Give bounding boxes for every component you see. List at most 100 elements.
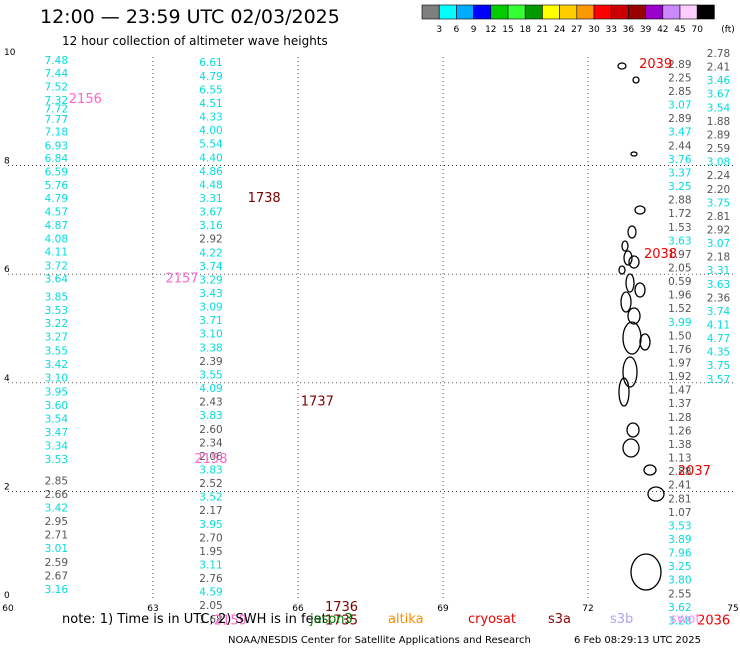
wave-height-value: 3.74	[707, 306, 731, 318]
wave-height-value: 6.55	[199, 84, 222, 96]
wave-height-value: 2.24	[707, 170, 731, 182]
wave-height-value: 3.55	[45, 346, 68, 358]
wave-height-value: 2.92	[707, 224, 730, 236]
wave-height-value: 1.92	[668, 371, 691, 383]
wave-height-value: 3.31	[707, 265, 730, 277]
wave-height-value: 3.27	[45, 331, 68, 343]
island-outline	[620, 291, 632, 313]
wave-height-value: 2.34	[199, 437, 223, 449]
wave-height-value: 3.54	[45, 413, 69, 425]
wave-height-value: 2.17	[199, 505, 222, 517]
wave-height-value: 4.11	[707, 320, 730, 332]
wave-height-value: 3.09	[199, 302, 222, 314]
wave-height-value: 2.85	[668, 86, 691, 98]
lon-tick-label: 66	[292, 604, 304, 614]
wave-height-value: 3.42	[45, 359, 68, 371]
wave-height-value: 3.85	[45, 291, 68, 303]
wave-height-value: 4.48	[199, 179, 222, 191]
wave-height-value: 2.55	[668, 588, 691, 600]
wave-height-value: 1.13	[668, 453, 691, 465]
wave-height-value: 3.95	[45, 386, 68, 398]
wave-height-value: 3.75	[707, 360, 730, 372]
wave-height-value: 3.47	[45, 427, 68, 439]
page-title: 12:00 — 23:59 UTC 02/03/2025	[40, 6, 340, 28]
wave-height-value: 1.52	[668, 303, 691, 315]
mission-s3a: s3a	[548, 612, 572, 627]
wave-height-value: 3.07	[707, 238, 730, 250]
wave-height-value: 4.77	[707, 333, 730, 345]
wave-height-value: 7.32	[45, 95, 68, 107]
wave-height-value: 3.10	[199, 329, 222, 341]
wave-height-value: 5.76	[45, 180, 69, 192]
wave-height-value: 6.84	[45, 153, 69, 165]
wave-height-value: 3.34	[45, 441, 69, 453]
wave-height-value: 4.11	[45, 247, 68, 259]
island-outline	[618, 265, 626, 275]
wave-height-value: 4.51	[199, 98, 222, 110]
wave-height-value: 3.53	[45, 305, 68, 317]
pass-time-label: 2036	[697, 613, 730, 628]
mission-cryosat: cryosat	[468, 612, 516, 627]
colorbar-label: 24	[554, 25, 566, 35]
colorbar-label: 42	[657, 25, 668, 35]
colorbar-label: 9	[471, 25, 477, 35]
pass-time-label: 1735	[325, 613, 358, 628]
wave-height-value: 2.81	[668, 493, 691, 505]
island-outline	[628, 255, 640, 269]
wave-height-value: 1.50	[668, 330, 691, 342]
pass-time-label: 1738	[248, 191, 281, 206]
wave-height-value: 2.88	[668, 195, 691, 207]
lon-tick-label: 72	[582, 604, 593, 614]
wave-height-value: 3.62	[668, 602, 691, 614]
wave-height-value: 3.08	[707, 157, 730, 169]
colorbar-unit: (ft)	[721, 25, 735, 35]
wave-height-value: 3.83	[199, 410, 222, 422]
pass-time-label: 2037	[678, 464, 711, 479]
wave-height-value: 2.88	[668, 466, 691, 478]
wave-height-value: 3.10	[45, 373, 68, 385]
wave-height-value: 6.61	[199, 57, 222, 69]
mission-altika: altika	[388, 612, 424, 627]
wave-height-value: 7.48	[45, 55, 68, 67]
wave-height-value: 3.54	[707, 102, 731, 114]
pass-time-label: 2158	[194, 452, 227, 467]
lat-tick-label: 2	[4, 482, 10, 492]
wave-height-value: 3.22	[45, 318, 68, 330]
wave-height-value: 4.79	[199, 71, 222, 83]
wave-height-value: 3.95	[199, 519, 222, 531]
wave-height-value: 1.53	[668, 222, 691, 234]
wave-height-value: 6.59	[45, 166, 68, 178]
wave-height-value: 4.40	[199, 152, 222, 164]
colorbar-label: 12	[485, 25, 496, 35]
wave-height-value: 4.57	[45, 207, 68, 219]
wave-height-value: 3.29	[199, 274, 222, 286]
pass-time-label: 2038	[644, 247, 677, 262]
lon-tick-label: 69	[437, 604, 449, 614]
wave-height-value: 3.11	[199, 560, 222, 572]
wave-height-value: 3.67	[199, 207, 222, 219]
wave-height-value: 2.59	[707, 143, 730, 155]
wave-height-value: 1.95	[199, 546, 222, 558]
wave-height-value: 4.33	[199, 112, 222, 124]
colorbar-label: 33	[605, 25, 616, 35]
wave-height-value: 7.77	[45, 114, 68, 126]
wave-height-value: 1.76	[668, 344, 692, 356]
island-outline	[618, 377, 630, 407]
wave-height-value: 3.75	[707, 197, 730, 209]
wave-height-value: 3.55	[199, 369, 222, 381]
island-outline	[622, 356, 638, 388]
wave-height-value: 7.18	[45, 127, 68, 139]
wave-height-value: 4.86	[199, 166, 223, 178]
wave-height-value: 3.80	[668, 575, 691, 587]
wave-height-value: 2.41	[668, 480, 691, 492]
wave-height-value: 2.59	[45, 557, 68, 569]
wave-height-value: 3.53	[668, 520, 691, 532]
mission-jason3: jason3	[310, 612, 353, 627]
mission-s3b: s3b	[610, 612, 634, 627]
lon-tick-label: 75	[727, 604, 738, 614]
wave-height-value: 1.07	[668, 507, 691, 519]
colorbar-label: 45	[674, 25, 685, 35]
island-outline	[622, 321, 642, 355]
wave-height-value: 2.36	[707, 292, 731, 304]
